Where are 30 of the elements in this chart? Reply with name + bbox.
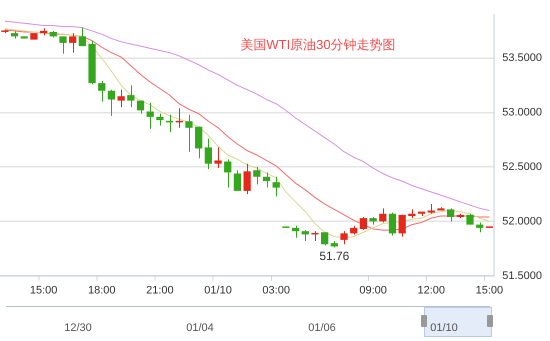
y-tick-label: 52.5000: [502, 161, 542, 173]
candlestick: [224, 158, 232, 188]
x-tick-label: 01/10: [204, 284, 232, 296]
annotation: 51.76: [319, 248, 350, 263]
x-tick-label: 09:00: [359, 284, 387, 296]
candlestick: [418, 211, 426, 216]
x-tick-label: 21:00: [146, 284, 174, 296]
x-tick-label: 15:00: [30, 284, 58, 296]
y-tick-label: 53.5000: [502, 52, 542, 64]
range-slider: 12/30 01/04 01/06 01/10: [6, 306, 490, 337]
candlestick: [253, 166, 260, 185]
y-tick-label: 53.0000: [502, 106, 542, 119]
candlestick: [272, 176, 280, 197]
candlestick: [98, 80, 106, 102]
candlestick: [476, 222, 484, 233]
x-tick-label: 12:00: [417, 284, 446, 296]
candlestick: [350, 225, 358, 235]
candlestick: [118, 89, 125, 108]
x-tick-label: 03:00: [262, 284, 290, 296]
text: 美国WTI原油30分钟走势图: [240, 37, 396, 52]
candlestick: [195, 126, 202, 159]
x-tick-label: 18:00: [88, 284, 116, 296]
candlestick: [302, 230, 309, 242]
candlestick: [127, 84, 134, 108]
y-tick-label: 51.5000: [502, 270, 542, 282]
y-tick-label: 52.0000: [502, 215, 542, 228]
candlestick: [50, 30, 57, 38]
candlestick: [330, 240, 338, 248]
x-tick-label: 15:00: [476, 284, 504, 296]
candlestick: [146, 102, 154, 130]
